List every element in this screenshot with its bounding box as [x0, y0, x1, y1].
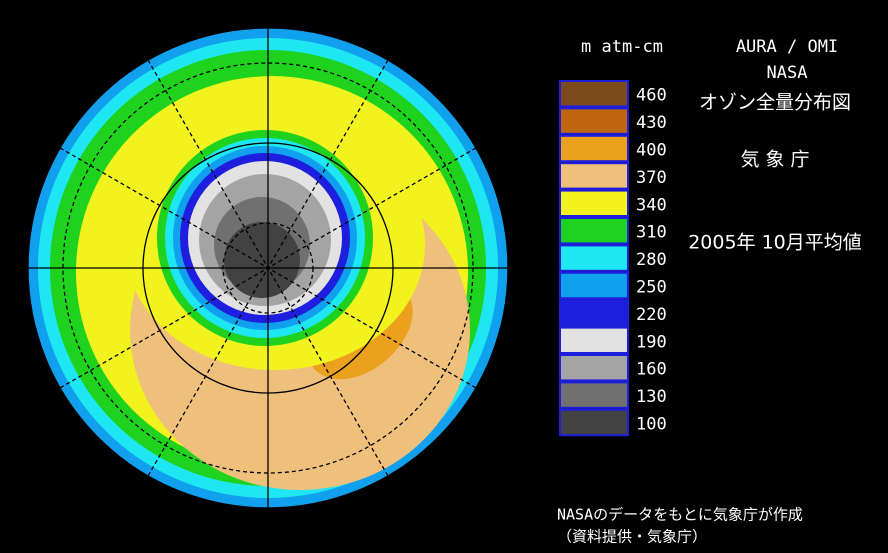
satellite-label: AURA / OMI [736, 37, 838, 57]
legend-label: 280 [636, 250, 667, 270]
legend-swatch [560, 328, 628, 353]
legend-swatch [560, 273, 628, 298]
legend-swatch [560, 300, 628, 325]
legend-label: 160 [636, 360, 667, 380]
legend-swatch [560, 410, 628, 435]
legend-swatch [560, 81, 628, 106]
legend-swatch [560, 191, 628, 216]
legend-swatch [560, 136, 628, 161]
legend-label: 190 [636, 332, 667, 352]
legend-label: 100 [636, 415, 667, 435]
legend-swatch [560, 108, 628, 133]
legend-label: 250 [636, 278, 667, 298]
agency-label: NASA [767, 63, 808, 83]
legend-label: 220 [636, 305, 667, 325]
map-title: オゾン全量分布図 [699, 92, 851, 114]
period-label: 2005年 10月平均値 [688, 232, 862, 254]
legend-label: 370 [636, 168, 667, 188]
legend-label: 130 [636, 387, 667, 407]
legend-swatch [560, 245, 628, 270]
source-label: 気 象 庁 [740, 149, 809, 171]
legend-label: 460 [636, 86, 667, 106]
legend-swatch [560, 163, 628, 188]
legend-swatch [560, 382, 628, 407]
credit-line: （資料提供・気象庁） [557, 528, 707, 546]
legend-label: 400 [636, 141, 667, 161]
legend-swatch [560, 355, 628, 380]
unit-label: m atm-cm [581, 37, 663, 57]
legend-label: 310 [636, 223, 667, 243]
credit-line: NASAのデータをもとに気象庁が作成 [557, 506, 803, 524]
ozone-map-page: m atm-cm AURA / OMI NASA オゾン全量分布図 気 象 庁 … [0, 0, 888, 553]
legend-swatch [560, 218, 628, 243]
legend-label: 340 [636, 195, 667, 215]
legend-label: 430 [636, 113, 667, 133]
